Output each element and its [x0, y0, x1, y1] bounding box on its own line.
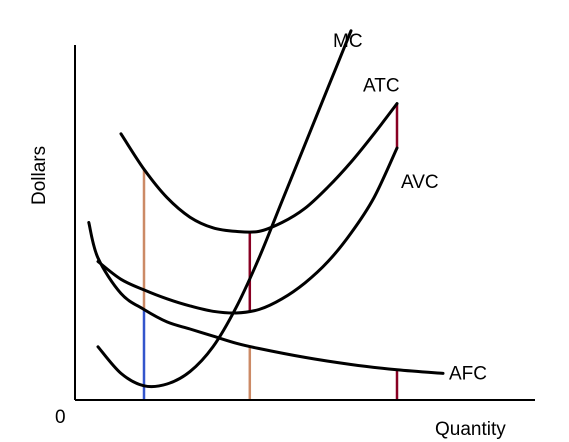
- avc-curve: [96, 146, 399, 315]
- atc-label: ATC: [363, 76, 400, 97]
- x-axis-label: Quantity: [435, 419, 506, 440]
- curves-layer: [87, 29, 445, 389]
- origin-label: 0: [55, 407, 66, 428]
- mc-label: MC: [333, 31, 363, 52]
- atc-curve: [119, 102, 399, 234]
- mc-curve: [96, 29, 353, 389]
- afc-curve: [87, 221, 445, 375]
- annotation-lines-layer: [142, 103, 399, 400]
- afc-label: AFC: [449, 363, 487, 384]
- y-axis-label: Dollars: [29, 146, 50, 205]
- curve-labels-layer: MC ATC AVC AFC: [333, 31, 487, 385]
- avc-label: AVC: [401, 172, 439, 193]
